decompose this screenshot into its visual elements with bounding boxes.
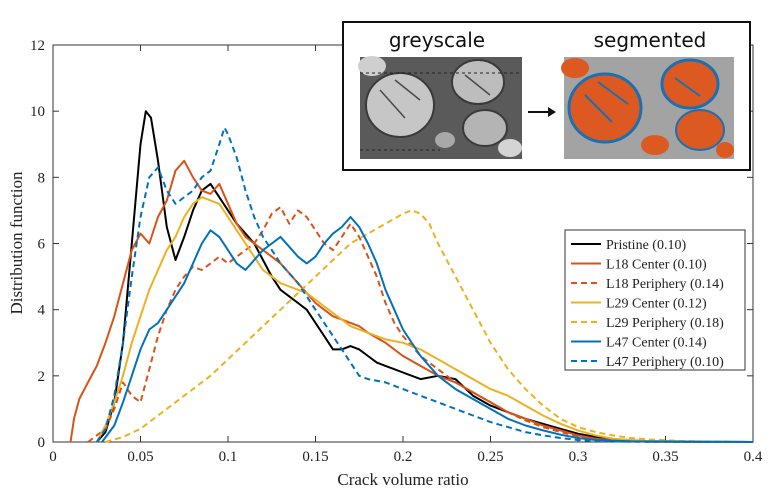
greyscale-micrograph (358, 56, 522, 159)
x-tick-label: 0.25 (477, 449, 503, 465)
x-tick-label: 0.05 (127, 449, 153, 465)
x-axis-label: Crack volume ratio (337, 470, 468, 489)
legend-entry-label: L47 Periphery (0.10) (606, 355, 724, 370)
y-tick-label: 10 (30, 104, 45, 120)
legend-box (564, 229, 746, 371)
inset-image-panel: greyscale segmented (342, 21, 751, 171)
x-tick-label: 0.15 (302, 449, 328, 465)
y-axis-label: Distribution function (7, 171, 26, 315)
legend-entry-label: L18 Center (0.10) (606, 258, 707, 273)
y-axis-ticks: 0 2 4 6 8 10 12 (30, 38, 753, 451)
inset-greyscale-label: greyscale (389, 28, 485, 52)
series-line-5 (101, 216, 754, 443)
y-tick-label: 6 (38, 237, 46, 253)
legend-entry-label: L29 Center (0.12) (606, 297, 707, 312)
x-tick-label: 0.4 (744, 449, 763, 465)
x-tick-label: 0.35 (652, 449, 678, 465)
y-tick-label: 2 (38, 369, 46, 385)
series-line-6 (95, 126, 754, 443)
x-tick-label: 0.1 (219, 449, 238, 465)
arrow-right-icon (528, 107, 556, 117)
legend-entry-label: L29 Periphery (0.18) (606, 316, 724, 331)
series-layer (69, 110, 754, 443)
legend-entry-label: Pristine (0.10) (606, 238, 686, 253)
series-line-4 (105, 209, 754, 443)
segmented-micrograph (561, 57, 734, 159)
legend-entry-label: L18 Periphery (0.14) (606, 277, 724, 292)
y-tick-label: 12 (30, 38, 45, 54)
x-tick-label: 0.2 (394, 449, 413, 465)
x-tick-label: 0.3 (569, 449, 588, 465)
inset-segmented-label: segmented (594, 28, 707, 52)
legend-entry-label: L47 Center (0.14) (606, 336, 707, 351)
y-tick-label: 0 (38, 435, 46, 451)
legend: Pristine (0.10) L18 Center (0.10) L18 Peri… (564, 229, 746, 371)
y-tick-label: 8 (38, 170, 46, 186)
x-tick-label: 0 (49, 449, 57, 465)
y-tick-label: 4 (38, 303, 46, 319)
